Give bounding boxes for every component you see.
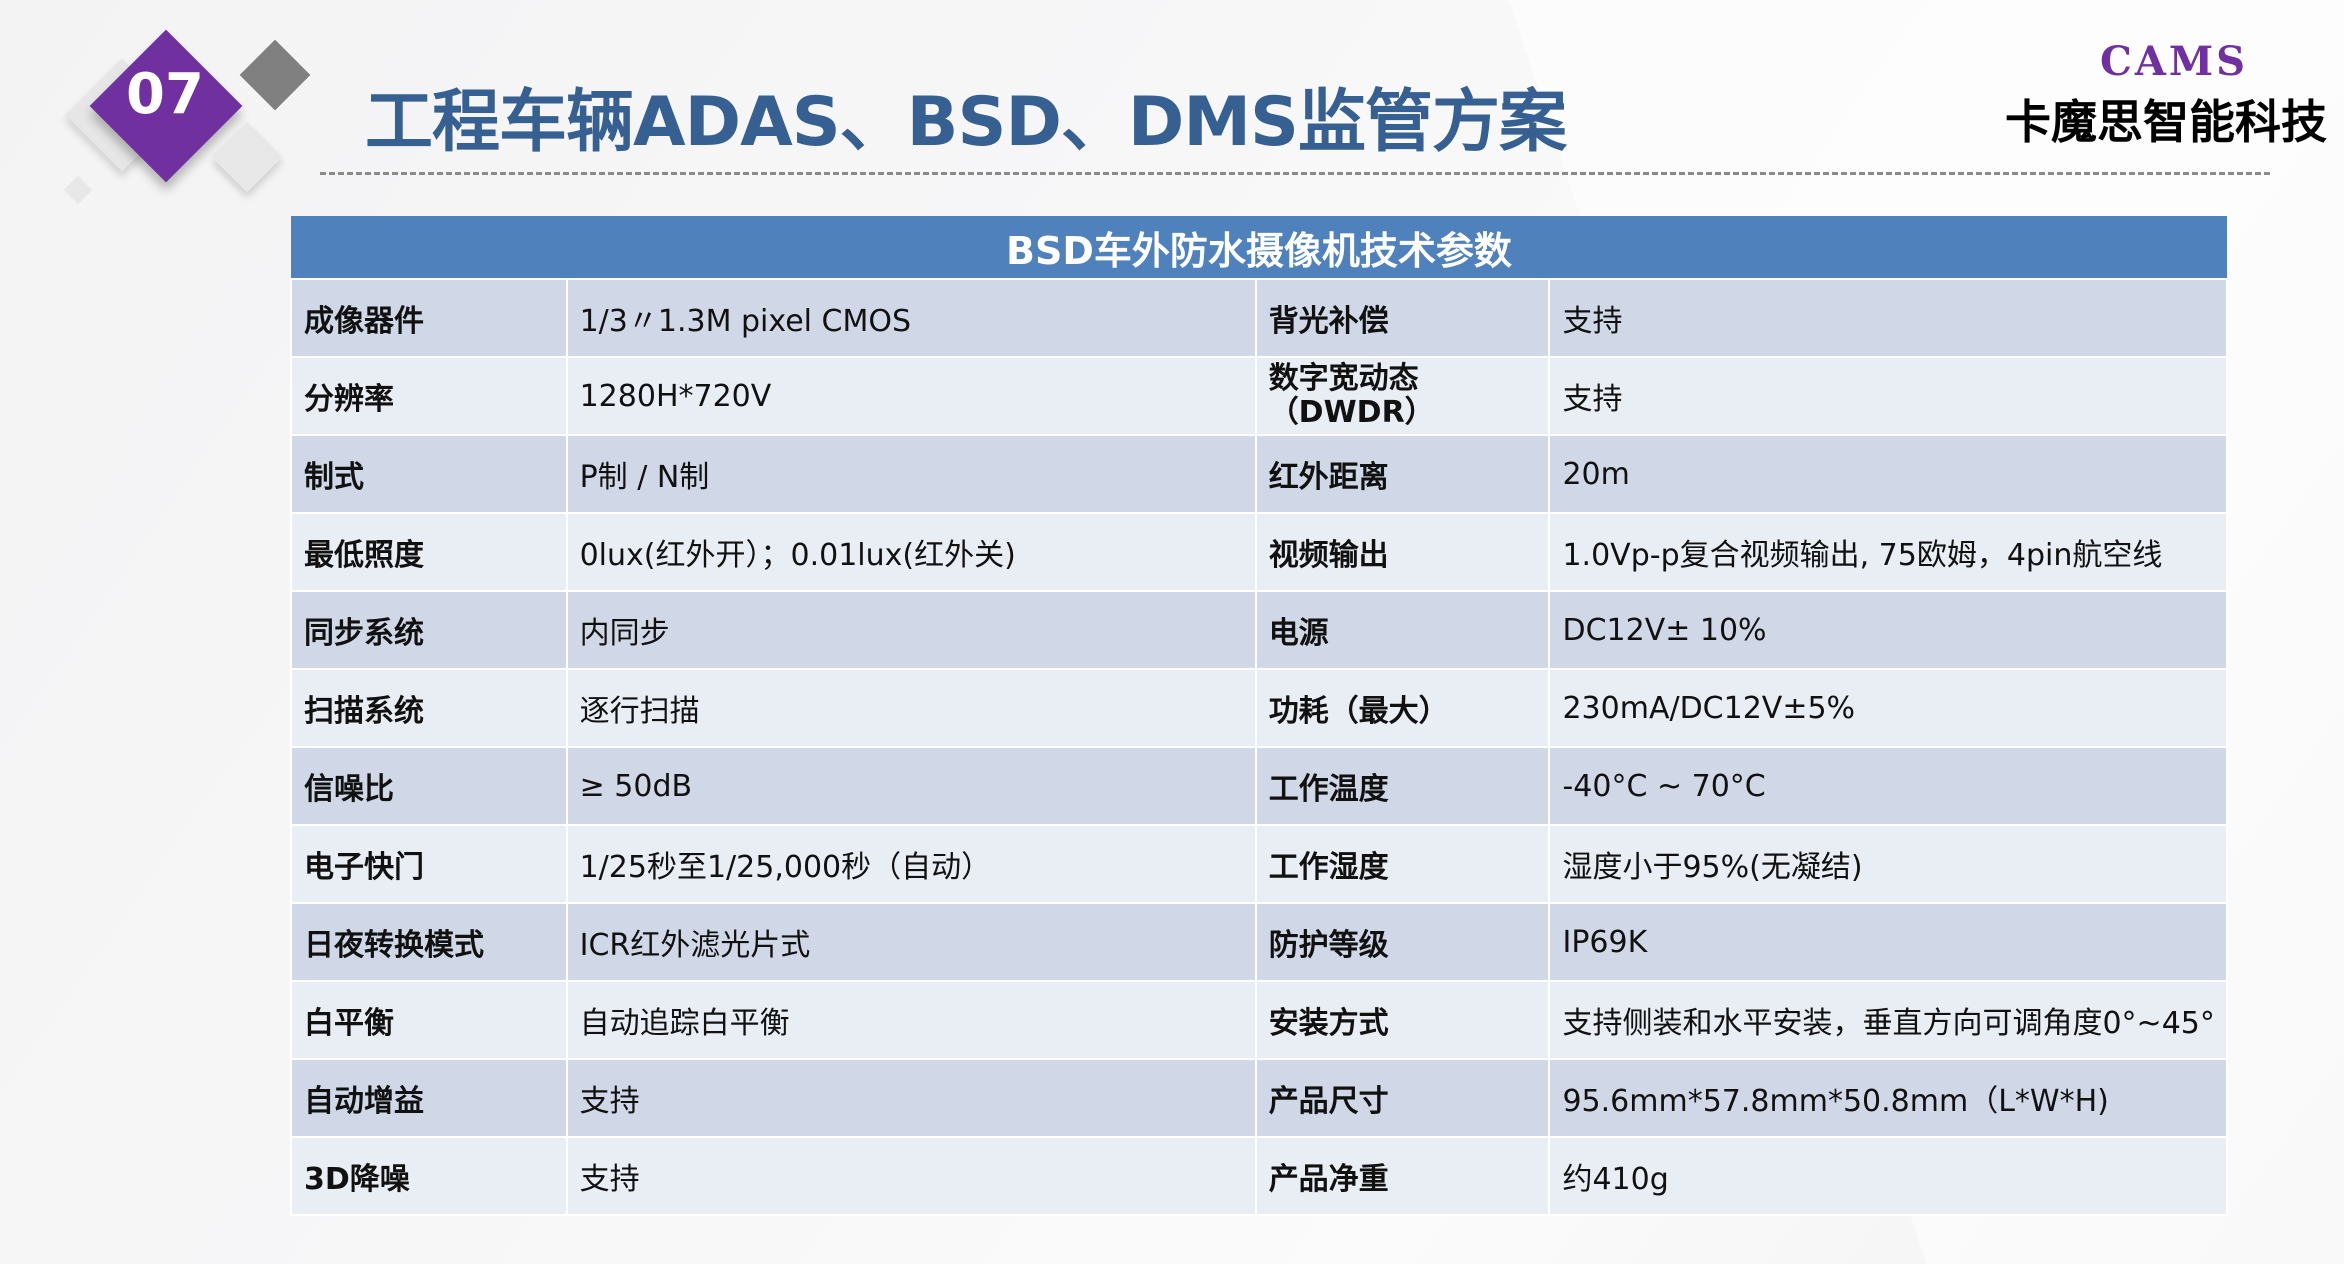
param-name: 同步系统 — [290, 590, 568, 670]
param-name: 视频输出 — [1254, 512, 1551, 592]
param-value: 支持侧装和水平安装，垂直方向可调角度0°~45° — [1548, 980, 2228, 1060]
param-value: 自动追踪白平衡 — [565, 980, 1257, 1060]
table-row: 最低照度 0lux(红外开）；0.01lux(红外关) 视频输出 1.0Vp-p复合视… — [290, 512, 2228, 592]
param-name: 分辨率 — [290, 356, 568, 436]
param-name: 白平衡 — [290, 980, 568, 1060]
param-value: 内同步 — [565, 590, 1257, 670]
decor-diamond — [211, 121, 283, 193]
table-row: 同步系统 内同步 电源 DC12V± 10% — [290, 590, 2228, 670]
param-value: IP69K — [1548, 902, 2228, 982]
table-row: 电子快门 1/25秒至1/25,000秒（自动） 工作湿度 湿度小于95%(无凝结) — [290, 824, 2228, 904]
param-value: 湿度小于95%(无凝结) — [1548, 824, 2228, 904]
table-row: 成像器件 1/3〃1.3M pixel CMOS 背光补偿 支持 — [290, 278, 2228, 358]
param-name: 功耗（最大） — [1254, 668, 1551, 748]
param-name: 扫描系统 — [290, 668, 568, 748]
table-row: 制式 P制 / N制 红外距离 20m — [290, 434, 2228, 514]
param-value: ICR红外滤光片式 — [565, 902, 1257, 982]
param-name: 制式 — [290, 434, 568, 514]
param-name: 安装方式 — [1254, 980, 1551, 1060]
table-row: 3D降噪 支持 产品净重 约410g — [290, 1136, 2228, 1216]
spec-table: BSD车外防水摄像机技术参数 成像器件 1/3〃1.3M pixel CMOS 背光… — [290, 216, 2228, 1216]
param-value: 0lux(红外开）；0.01lux(红外关) — [565, 512, 1257, 592]
logo: CAMS — [2100, 38, 2249, 85]
param-name: 最低照度 — [290, 512, 568, 592]
table-row: 日夜转换模式 ICR红外滤光片式 防护等级 IP69K — [290, 902, 2228, 982]
param-value: DC12V± 10% — [1548, 590, 2228, 670]
param-value: 支持 — [565, 1136, 1257, 1216]
param-value: 1/3〃1.3M pixel CMOS — [565, 278, 1257, 358]
param-name: 产品尺寸 — [1254, 1058, 1551, 1138]
param-name: 日夜转换模式 — [290, 902, 568, 982]
param-value: 约410g — [1548, 1136, 2228, 1216]
param-name: 产品净重 — [1254, 1136, 1551, 1216]
param-value: 支持 — [1548, 278, 2228, 358]
company-name: 卡魔思智能科技 — [2005, 95, 2327, 149]
param-value: 1/25秒至1/25,000秒（自动） — [565, 824, 1257, 904]
param-name: 成像器件 — [290, 278, 568, 358]
table-row: 自动增益 支持 产品尺寸 95.6mm*57.8mm*50.8mm（L*W*H) — [290, 1058, 2228, 1138]
param-name: 工作温度 — [1254, 746, 1551, 826]
param-value: 支持 — [1548, 356, 2228, 436]
param-value: -40°C ~ 70°C — [1548, 746, 2228, 826]
param-name: 红外距离 — [1254, 434, 1551, 514]
decor-diamond — [239, 39, 311, 111]
param-value: 230mA/DC12V±5% — [1548, 668, 2228, 748]
table-row: 白平衡 自动追踪白平衡 安装方式 支持侧装和水平安装，垂直方向可调角度0°~45° — [290, 980, 2228, 1060]
param-name: 信噪比 — [290, 746, 568, 826]
section-number: 07 — [126, 62, 204, 127]
page-title: 工程车辆ADAS、BSD、DMS监管方案 — [365, 83, 1567, 162]
param-value: 95.6mm*57.8mm*50.8mm（L*W*H) — [1548, 1058, 2228, 1138]
divider — [320, 172, 2270, 175]
decor-diamond — [63, 175, 93, 205]
param-name: 背光补偿 — [1254, 278, 1551, 358]
param-name: 自动增益 — [290, 1058, 568, 1138]
param-name: 工作湿度 — [1254, 824, 1551, 904]
param-value: P制 / N制 — [565, 434, 1257, 514]
param-name: 防护等级 — [1254, 902, 1551, 982]
table-row: 扫描系统 逐行扫描 功耗（最大） 230mA/DC12V±5% — [290, 668, 2228, 748]
param-name: 电子快门 — [290, 824, 568, 904]
param-name: 3D降噪 — [290, 1136, 568, 1216]
table-title: BSD车外防水摄像机技术参数 — [291, 216, 2227, 279]
param-value: 20m — [1548, 434, 2228, 514]
param-value: ≥ 50dB — [565, 746, 1257, 826]
table-row: 分辨率 1280H*720V 数字宽动态（DWDR） 支持 — [290, 356, 2228, 436]
table-row: 信噪比 ≥ 50dB 工作温度 -40°C ~ 70°C — [290, 746, 2228, 826]
param-name: 数字宽动态（DWDR） — [1254, 356, 1551, 436]
param-value: 逐行扫描 — [565, 668, 1257, 748]
param-name: 电源 — [1254, 590, 1551, 670]
param-value: 1280H*720V — [565, 356, 1257, 436]
param-value: 支持 — [565, 1058, 1257, 1138]
param-value: 1.0Vp-p复合视频输出, 75欧姆，4pin航空线 — [1548, 512, 2228, 592]
